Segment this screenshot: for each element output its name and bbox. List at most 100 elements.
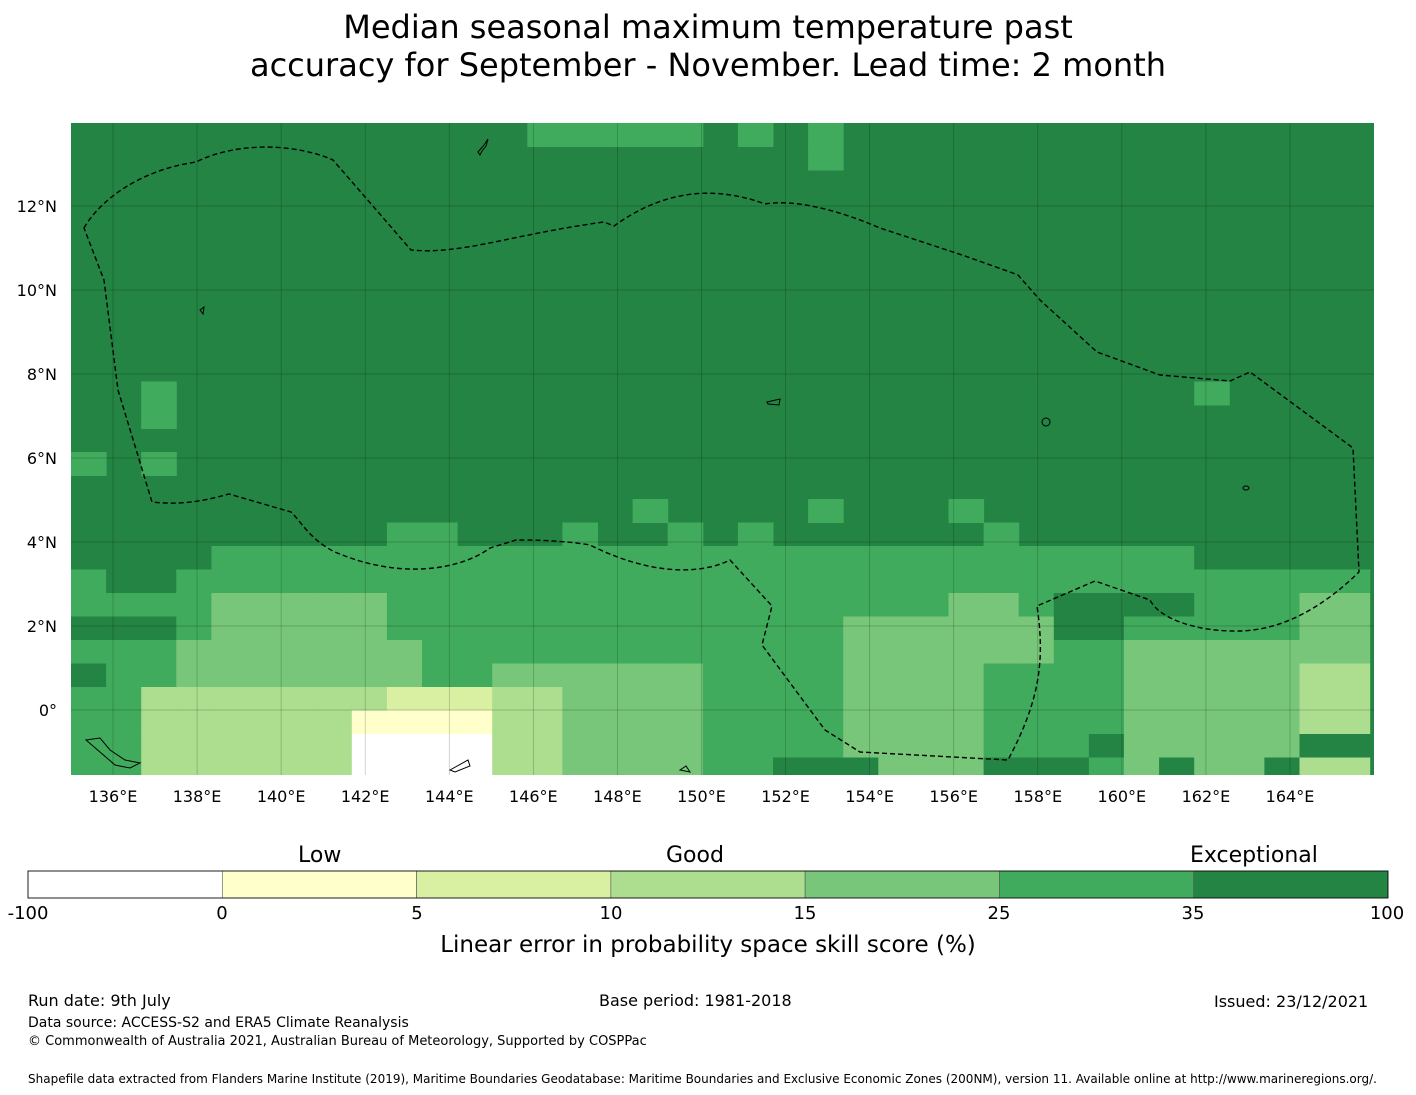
skill-cell bbox=[422, 687, 458, 711]
longitude-label: 150°E bbox=[677, 787, 726, 806]
skill-cell bbox=[281, 757, 318, 775]
skill-cell bbox=[527, 546, 563, 570]
colorbar bbox=[27, 870, 1389, 899]
skill-cell bbox=[71, 616, 107, 641]
skill-cell bbox=[843, 546, 879, 570]
skill-cell bbox=[843, 616, 879, 641]
shapefile-credit: Shapefile data extracted from Flanders M… bbox=[28, 1072, 1377, 1086]
colorbar-tick: 5 bbox=[411, 903, 423, 924]
skill-cell bbox=[176, 734, 212, 758]
skill-cell bbox=[808, 687, 844, 711]
skill-cell bbox=[1124, 640, 1160, 664]
skill-cell bbox=[527, 616, 563, 641]
skill-cell bbox=[106, 757, 142, 775]
skill-cell bbox=[843, 593, 879, 617]
skill-cell bbox=[1334, 687, 1371, 711]
skill-cell bbox=[141, 569, 177, 594]
colorbar-segment bbox=[27, 870, 223, 899]
skill-cell bbox=[527, 123, 563, 147]
skill-cell bbox=[386, 687, 423, 711]
skill-cell bbox=[281, 710, 318, 735]
skill-cell bbox=[211, 710, 247, 735]
latitude-label: 0° bbox=[39, 701, 57, 720]
skill-cell bbox=[1018, 640, 1055, 664]
skill-cell bbox=[1299, 640, 1336, 664]
skill-cell bbox=[71, 593, 107, 617]
skill-cell bbox=[983, 687, 1020, 711]
skill-cell bbox=[1124, 663, 1160, 688]
skill-cell bbox=[316, 734, 353, 758]
skill-cell bbox=[632, 593, 669, 617]
skill-cell bbox=[1018, 710, 1055, 735]
island-png-north bbox=[84, 737, 142, 769]
skill-cell bbox=[316, 663, 353, 688]
skill-cell bbox=[386, 593, 423, 617]
skill-cell bbox=[562, 687, 598, 711]
skill-cell bbox=[106, 546, 142, 570]
skill-cell bbox=[702, 569, 739, 594]
skill-cell bbox=[983, 640, 1020, 664]
skill-cell bbox=[457, 734, 493, 758]
skill-cell bbox=[983, 757, 1020, 775]
skill-cell bbox=[1124, 710, 1160, 735]
skill-cell bbox=[1264, 710, 1300, 735]
skill-cell bbox=[1159, 734, 1195, 758]
skill-cell bbox=[141, 452, 177, 476]
skill-cell bbox=[843, 734, 879, 758]
skill-cell bbox=[1194, 710, 1230, 735]
island-small-1 bbox=[678, 765, 692, 773]
skill-cell bbox=[211, 687, 247, 711]
colorbar-segment bbox=[804, 870, 1000, 899]
skill-cell bbox=[316, 757, 353, 775]
skill-cell bbox=[1053, 616, 1090, 641]
islands bbox=[84, 138, 1250, 773]
skill-cell bbox=[527, 710, 563, 735]
skill-cell bbox=[913, 734, 949, 758]
skill-cell bbox=[1299, 734, 1336, 758]
skill-cell bbox=[492, 616, 528, 641]
skill-cell bbox=[632, 663, 669, 688]
skill-cell bbox=[1159, 616, 1195, 641]
skill-cell bbox=[106, 687, 142, 711]
skill-cell bbox=[246, 663, 283, 688]
skill-cell bbox=[1088, 757, 1125, 775]
skill-cell bbox=[562, 593, 598, 617]
skill-cell bbox=[1159, 546, 1195, 570]
skill-cell bbox=[597, 687, 634, 711]
skill-cell bbox=[71, 452, 107, 476]
skill-cell bbox=[597, 757, 634, 775]
issued-date: Issued: 23/12/2021 bbox=[1214, 992, 1369, 1011]
colorbar-tick: 35 bbox=[1181, 903, 1205, 924]
skill-cell bbox=[1159, 663, 1195, 688]
skill-cell bbox=[562, 522, 598, 547]
skill-cell bbox=[983, 734, 1020, 758]
skill-cell bbox=[1124, 616, 1160, 641]
skill-cell bbox=[422, 616, 458, 641]
skill-cell bbox=[1053, 640, 1090, 664]
skill-cell bbox=[176, 569, 212, 594]
skill-cell bbox=[737, 663, 774, 688]
skill-cell bbox=[773, 687, 809, 711]
skill-cell bbox=[141, 593, 177, 617]
skill-cell bbox=[141, 710, 177, 735]
colorbar-tick: 10 bbox=[599, 903, 623, 924]
skill-cell bbox=[808, 569, 844, 594]
skill-cell bbox=[246, 593, 283, 617]
skill-cell bbox=[176, 640, 212, 664]
skill-cell bbox=[316, 546, 353, 570]
skill-cell bbox=[1124, 757, 1160, 775]
run-date: Run date: 9th July bbox=[28, 991, 171, 1010]
skill-cell bbox=[562, 123, 598, 147]
skill-cell bbox=[702, 663, 739, 688]
skill-cell bbox=[1088, 569, 1125, 594]
skill-cell bbox=[983, 710, 1020, 735]
skill-cell bbox=[527, 593, 563, 617]
skill-cell bbox=[246, 546, 283, 570]
skill-cell bbox=[1194, 757, 1230, 775]
skill-cell bbox=[843, 687, 879, 711]
island-guam bbox=[477, 138, 489, 156]
skill-cell bbox=[737, 593, 774, 617]
skill-cell bbox=[351, 734, 388, 758]
skill-cell bbox=[141, 381, 177, 406]
